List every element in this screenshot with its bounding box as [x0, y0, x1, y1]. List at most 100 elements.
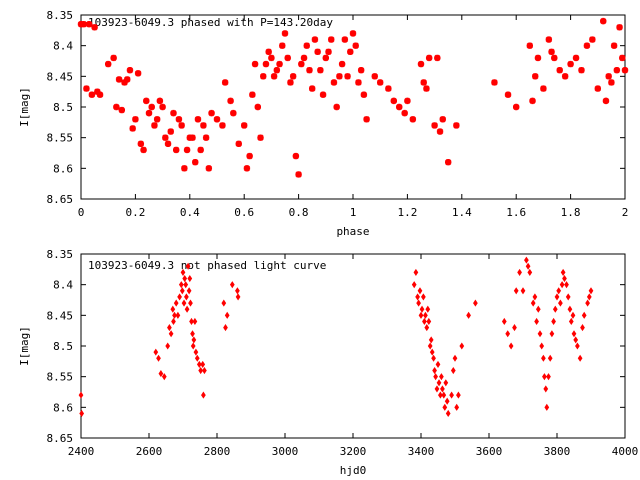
y-tick-label: 8.45 [47, 309, 74, 322]
chart-title: 103923-6049.3 not phased light curve [88, 259, 326, 272]
data-point [156, 354, 161, 362]
data-point [532, 293, 538, 301]
data-point [568, 317, 574, 326]
y-tick-label: 8.5 [53, 340, 73, 353]
data-point [588, 287, 594, 295]
data-point [328, 36, 335, 43]
data-point [548, 48, 555, 55]
data-point [530, 299, 536, 307]
data-point [440, 385, 445, 393]
data-point [198, 366, 204, 375]
data-point [491, 79, 498, 86]
data-point [268, 54, 275, 62]
data-point [178, 122, 185, 129]
data-point [411, 281, 417, 289]
data-point [170, 305, 176, 313]
x-tick-label: 1.8 [561, 206, 581, 219]
x-tick-label: 1.4 [452, 206, 472, 219]
data-point [505, 330, 511, 338]
data-point [513, 103, 520, 111]
data-point [314, 48, 321, 55]
x-tick-label: 3800 [544, 445, 571, 458]
data-point [438, 391, 443, 399]
data-point [589, 36, 596, 43]
data-point [287, 79, 294, 86]
data-point [415, 293, 420, 301]
data-point [580, 324, 585, 332]
data-point [573, 336, 579, 344]
data-point [513, 287, 519, 295]
x-tick-label: 3600 [476, 445, 503, 458]
data-point [306, 67, 313, 74]
data-point [300, 54, 308, 62]
data-point [341, 36, 349, 43]
data-point [241, 122, 248, 129]
data-point [434, 385, 440, 393]
data-point [181, 299, 187, 307]
data-point [309, 85, 316, 92]
data-point [419, 305, 425, 313]
data-point [454, 403, 460, 411]
data-point [319, 91, 327, 98]
data-point [257, 134, 264, 141]
data-point [227, 97, 234, 105]
data-point [186, 287, 192, 295]
data-point [423, 85, 430, 92]
data-point [194, 354, 200, 362]
data-point [600, 17, 607, 25]
data-point [459, 342, 465, 350]
data-point [143, 97, 150, 105]
data-point [357, 67, 365, 74]
data-point [554, 293, 560, 301]
x-axis-label: phase [336, 225, 369, 238]
data-point [260, 73, 267, 80]
data-point [181, 165, 188, 172]
data-point [79, 409, 85, 418]
data-point [473, 299, 478, 307]
data-point [137, 140, 145, 147]
data-point [201, 391, 206, 399]
data-point [164, 140, 172, 147]
data-point [189, 134, 196, 141]
data-point [558, 299, 563, 307]
chart-not-phased: 103923-6049.3 not phased light curve hjd… [18, 248, 638, 477]
data-point [540, 85, 547, 92]
data-point [578, 67, 585, 74]
data-point [619, 54, 626, 62]
data-point [572, 54, 580, 62]
data-point [167, 324, 172, 332]
y-tick-label: 8.4 [53, 40, 73, 53]
data-point [524, 256, 529, 264]
data-point [532, 73, 539, 80]
data-point [183, 281, 189, 289]
data-point [279, 42, 286, 49]
data-point [333, 103, 340, 111]
y-tick-label: 8.45 [47, 70, 74, 83]
data-point [424, 324, 430, 332]
data-point [192, 159, 199, 166]
data-point [183, 146, 191, 154]
data-point [197, 146, 204, 154]
data-point [158, 370, 164, 378]
x-tick-label: 0 [78, 206, 85, 219]
data-point [401, 109, 408, 117]
data-point [444, 397, 450, 405]
y-tick-label: 8.55 [47, 132, 74, 145]
data-point [543, 385, 549, 393]
data-point [433, 373, 438, 381]
data-point [613, 67, 621, 74]
data-point [525, 262, 531, 270]
data-point [594, 85, 601, 92]
data-point [91, 24, 98, 31]
data-point [425, 305, 431, 313]
data-point [249, 91, 256, 98]
x-tick-label: 2800 [204, 445, 231, 458]
data-point [175, 311, 181, 319]
data-point [229, 281, 235, 289]
data-points [78, 256, 594, 418]
data-point [190, 342, 196, 350]
x-tick-label: 3400 [408, 445, 435, 458]
data-point [542, 373, 547, 381]
data-point [409, 116, 417, 123]
